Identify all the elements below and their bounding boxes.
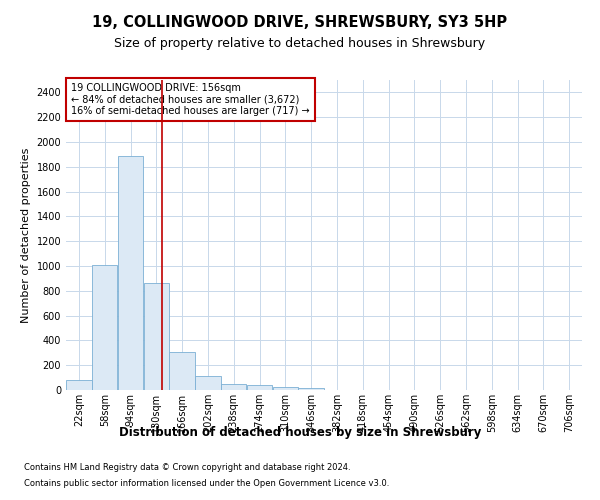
Bar bbox=[221, 384, 247, 390]
Bar bbox=[247, 385, 272, 390]
Bar bbox=[143, 284, 169, 390]
Text: Contains HM Land Registry data © Crown copyright and database right 2024.: Contains HM Land Registry data © Crown c… bbox=[24, 464, 350, 472]
Bar bbox=[92, 265, 118, 390]
Text: 19, COLLINGWOOD DRIVE, SHREWSBURY, SY3 5HP: 19, COLLINGWOOD DRIVE, SHREWSBURY, SY3 5… bbox=[92, 15, 508, 30]
Y-axis label: Number of detached properties: Number of detached properties bbox=[21, 148, 31, 322]
Bar bbox=[195, 376, 221, 390]
Bar bbox=[272, 387, 298, 390]
Text: Size of property relative to detached houses in Shrewsbury: Size of property relative to detached ho… bbox=[115, 38, 485, 51]
Text: Contains public sector information licensed under the Open Government Licence v3: Contains public sector information licen… bbox=[24, 478, 389, 488]
Bar bbox=[66, 380, 92, 390]
Bar bbox=[118, 156, 143, 390]
Bar bbox=[169, 352, 195, 390]
Text: Distribution of detached houses by size in Shrewsbury: Distribution of detached houses by size … bbox=[119, 426, 481, 439]
Bar bbox=[298, 388, 324, 390]
Text: 19 COLLINGWOOD DRIVE: 156sqm
← 84% of detached houses are smaller (3,672)
16% of: 19 COLLINGWOOD DRIVE: 156sqm ← 84% of de… bbox=[71, 83, 310, 116]
